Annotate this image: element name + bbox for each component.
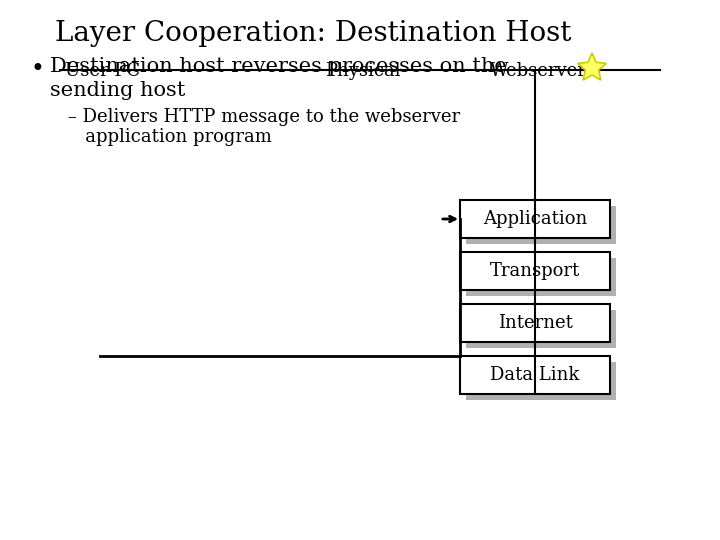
Text: Transport: Transport (490, 262, 580, 280)
FancyBboxPatch shape (466, 258, 616, 296)
Text: Application: Application (483, 210, 587, 228)
Text: Data Link: Data Link (490, 366, 580, 384)
FancyBboxPatch shape (460, 252, 610, 290)
FancyBboxPatch shape (460, 304, 610, 342)
Text: •: • (30, 57, 44, 81)
FancyBboxPatch shape (466, 206, 616, 244)
Text: User PC: User PC (65, 62, 140, 80)
Text: Destination host reverses processes on the: Destination host reverses processes on t… (50, 57, 507, 76)
Text: sending host: sending host (50, 81, 185, 100)
Text: Webserver: Webserver (490, 62, 587, 80)
Text: Layer Cooperation: Destination Host: Layer Cooperation: Destination Host (55, 20, 572, 47)
Text: Internet: Internet (498, 314, 572, 332)
FancyBboxPatch shape (460, 356, 610, 394)
FancyBboxPatch shape (466, 362, 616, 400)
Text: Physical: Physical (325, 62, 400, 80)
FancyBboxPatch shape (460, 200, 610, 238)
Polygon shape (577, 53, 606, 80)
Text: application program: application program (68, 128, 272, 146)
FancyBboxPatch shape (466, 310, 616, 348)
Text: – Delivers HTTP message to the webserver: – Delivers HTTP message to the webserver (68, 108, 460, 126)
